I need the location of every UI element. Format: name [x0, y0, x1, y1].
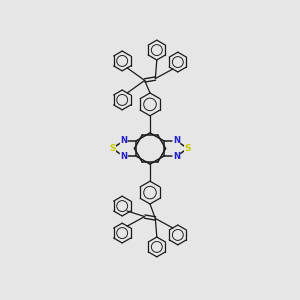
Text: N: N — [173, 152, 180, 161]
Text: N: N — [173, 136, 180, 145]
Text: S: S — [184, 144, 191, 153]
Text: S: S — [109, 144, 116, 153]
Text: N: N — [120, 152, 127, 161]
Text: N: N — [120, 136, 127, 145]
